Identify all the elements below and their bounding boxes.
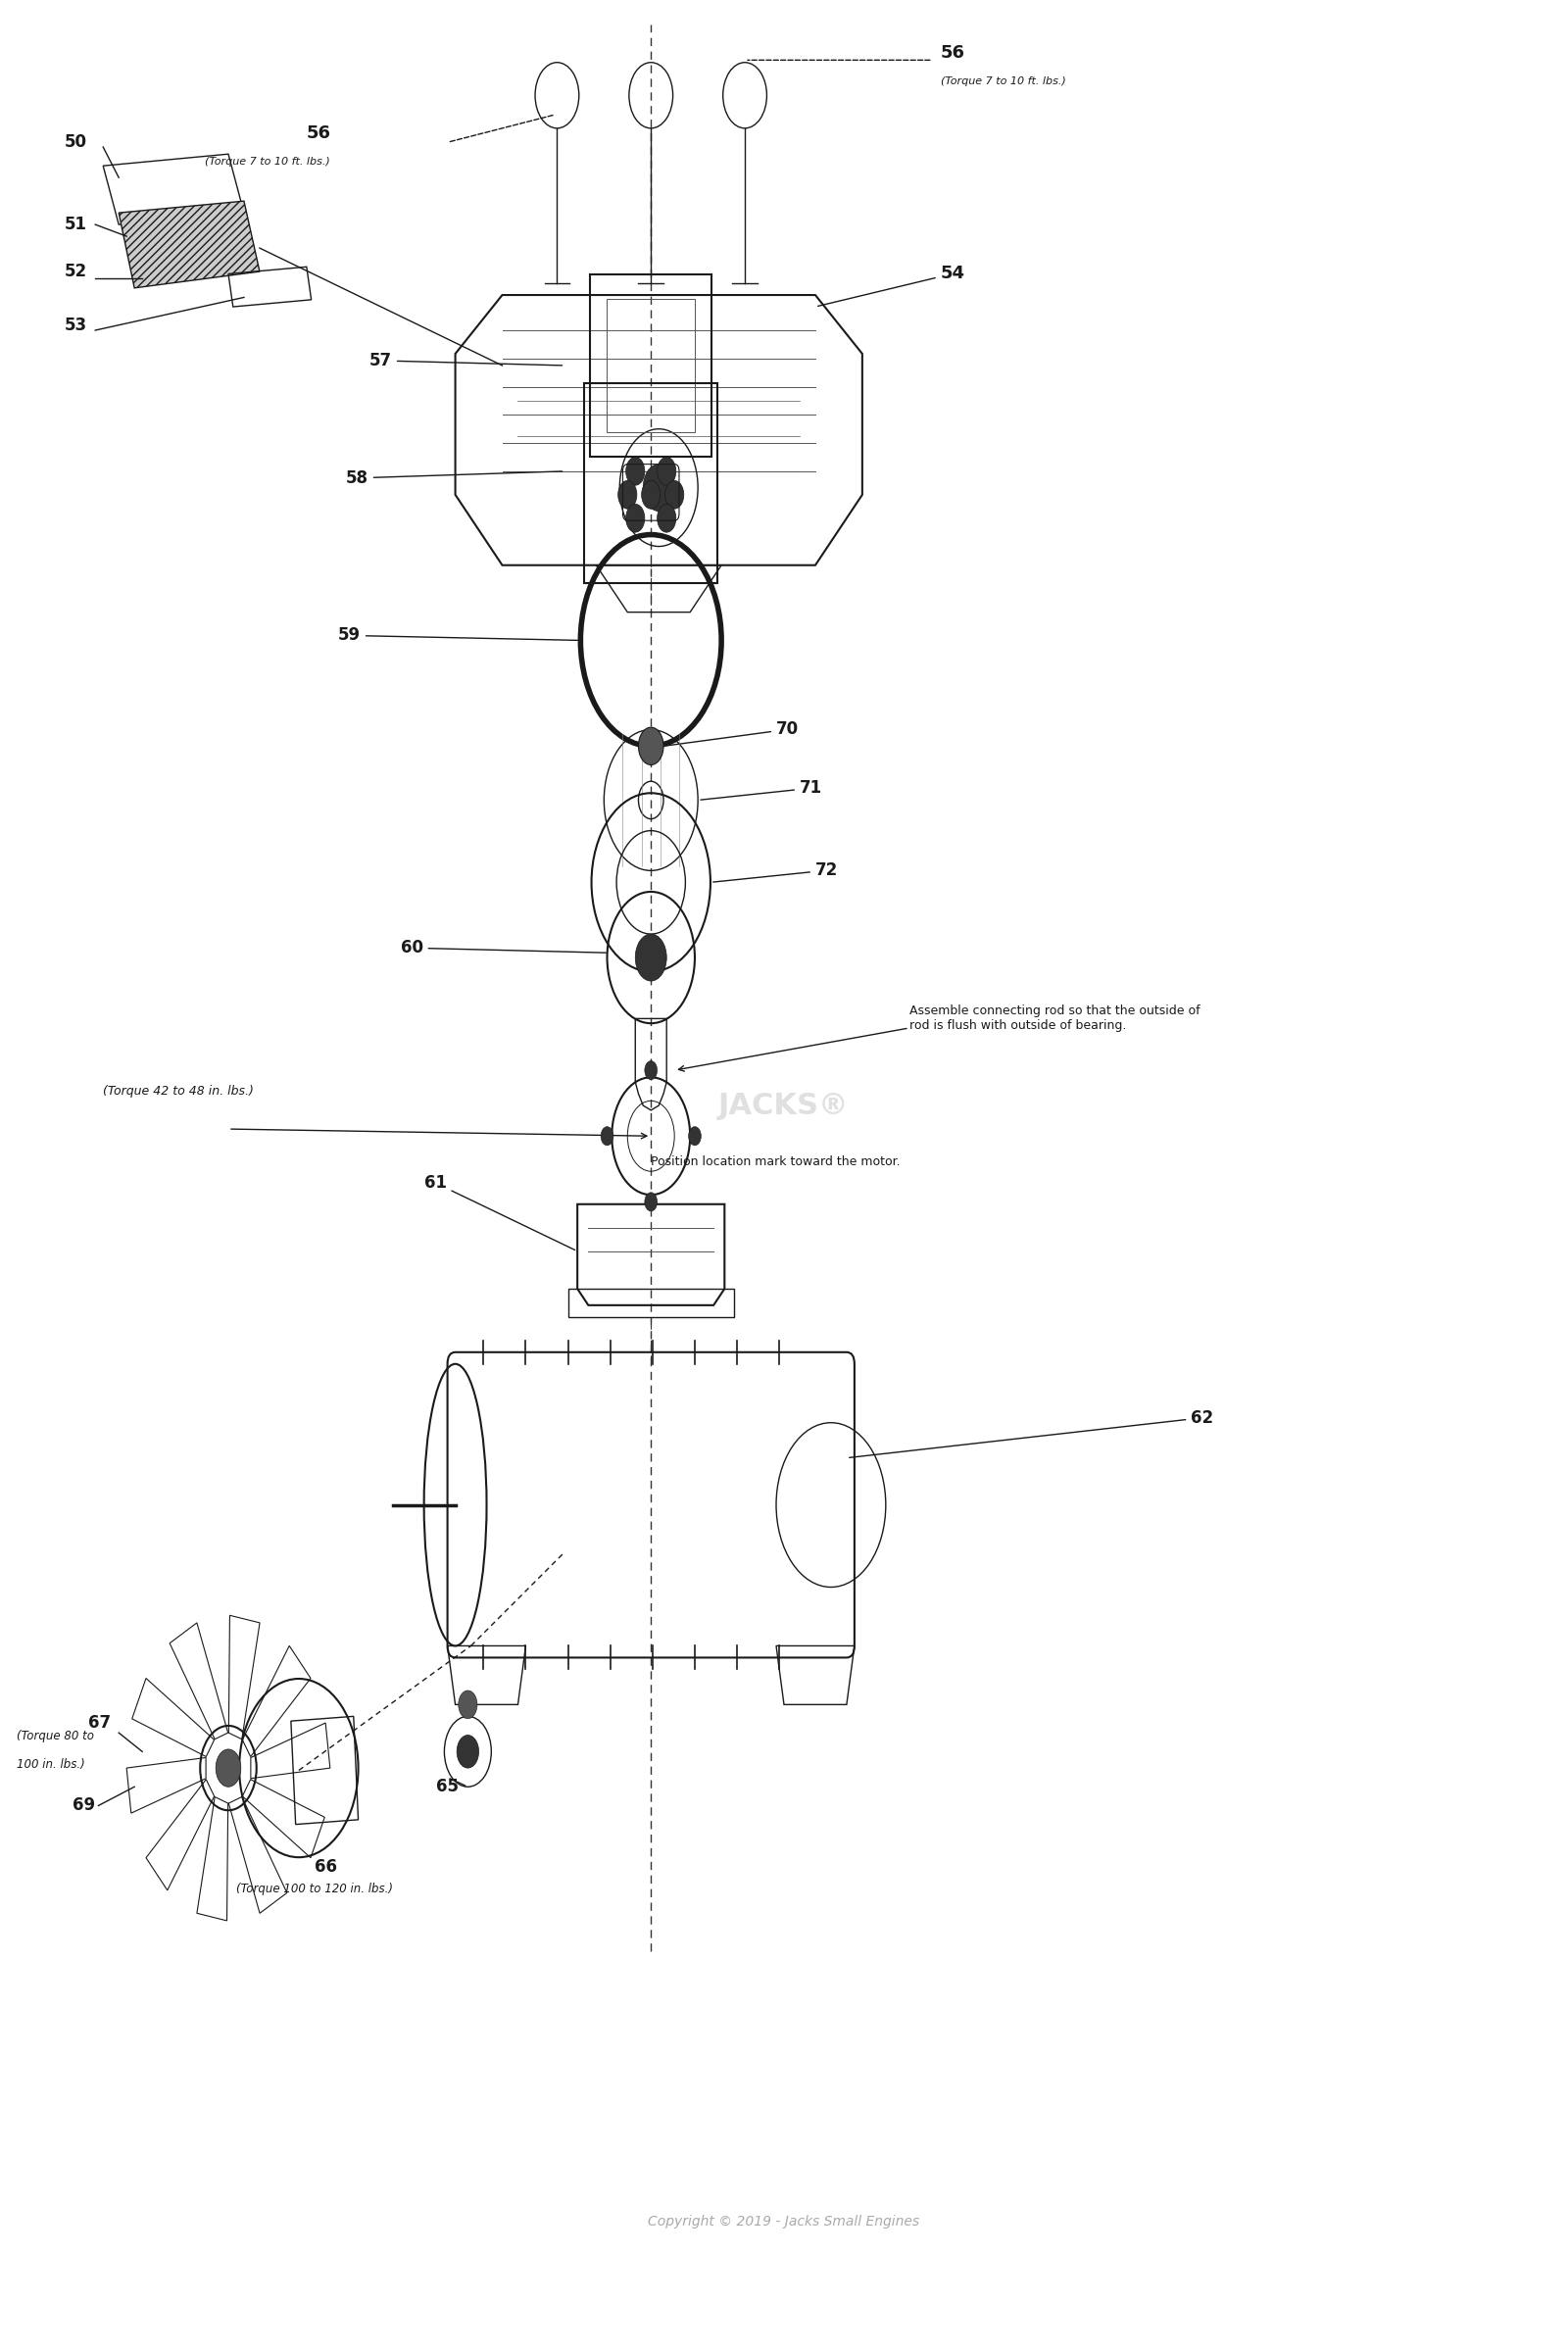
Text: Position location mark toward the motor.: Position location mark toward the motor.: [651, 1155, 900, 1169]
Circle shape: [216, 1750, 241, 1788]
Text: (Torque 7 to 10 ft. lbs.): (Torque 7 to 10 ft. lbs.): [205, 158, 329, 167]
Text: (Torque 42 to 48 in. lbs.): (Torque 42 to 48 in. lbs.): [103, 1084, 254, 1098]
Text: 52: 52: [64, 263, 88, 280]
Text: 58: 58: [345, 470, 563, 487]
Text: 72: 72: [713, 861, 837, 882]
Text: 50: 50: [64, 134, 88, 151]
Text: 67: 67: [88, 1715, 111, 1731]
Circle shape: [643, 463, 674, 510]
Text: JACKS®: JACKS®: [718, 1091, 850, 1120]
Circle shape: [657, 503, 676, 532]
Circle shape: [665, 480, 684, 508]
Text: (Torque 7 to 10 ft. lbs.): (Torque 7 to 10 ft. lbs.): [941, 78, 1066, 87]
Text: 65: 65: [436, 1778, 459, 1795]
Circle shape: [601, 1127, 613, 1145]
Circle shape: [626, 503, 644, 532]
Text: 54: 54: [818, 266, 964, 306]
Text: 56: 56: [307, 125, 331, 141]
Circle shape: [641, 480, 660, 508]
Circle shape: [456, 1736, 478, 1769]
Text: 69: 69: [72, 1797, 96, 1813]
Circle shape: [618, 480, 637, 508]
Text: Assemble connecting rod so that the outside of
rod is flush with outside of bear: Assemble connecting rod so that the outs…: [909, 1004, 1200, 1033]
Text: 60: 60: [400, 938, 605, 957]
Text: 57: 57: [368, 353, 563, 369]
Circle shape: [688, 1127, 701, 1145]
Text: (Torque 80 to: (Torque 80 to: [17, 1731, 94, 1743]
Circle shape: [657, 456, 676, 485]
Text: 71: 71: [701, 779, 822, 800]
Circle shape: [626, 456, 644, 485]
Circle shape: [458, 1691, 477, 1719]
Text: 56: 56: [941, 45, 964, 61]
Text: 66: 66: [315, 1858, 337, 1875]
Text: (Torque 100 to 120 in. lbs.): (Torque 100 to 120 in. lbs.): [237, 1882, 394, 1896]
Text: 70: 70: [666, 720, 798, 746]
Text: 59: 59: [337, 626, 577, 644]
Text: 61: 61: [423, 1174, 575, 1249]
Circle shape: [635, 934, 666, 981]
Text: 53: 53: [64, 318, 88, 334]
Polygon shape: [119, 200, 260, 287]
Circle shape: [644, 1192, 657, 1211]
Circle shape: [638, 727, 663, 764]
Text: 62: 62: [850, 1409, 1214, 1458]
Text: 100 in. lbs.): 100 in. lbs.): [17, 1759, 85, 1771]
Text: 51: 51: [64, 216, 88, 233]
Circle shape: [644, 1061, 657, 1080]
Text: Copyright © 2019 - Jacks Small Engines: Copyright © 2019 - Jacks Small Engines: [648, 2216, 920, 2227]
